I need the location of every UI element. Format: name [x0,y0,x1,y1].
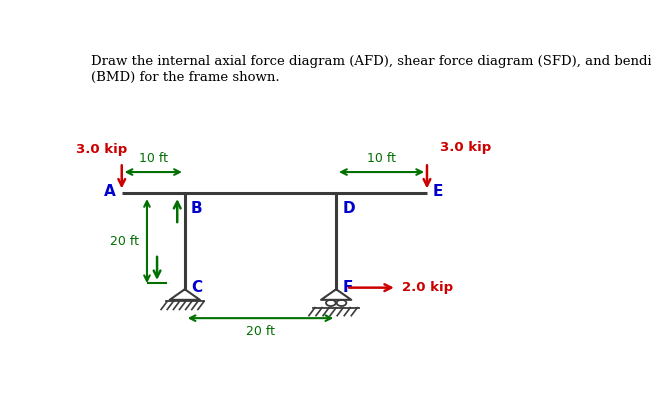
Text: 20 ft: 20 ft [111,235,139,248]
Text: Draw the internal axial force diagram (AFD), shear force diagram (SFD), and bend: Draw the internal axial force diagram (A… [91,55,651,68]
Text: 10 ft: 10 ft [139,152,168,165]
Text: 3.0 kip: 3.0 kip [439,141,491,154]
Text: 3.0 kip: 3.0 kip [76,143,127,156]
Text: 20 ft: 20 ft [246,324,275,338]
Text: A: A [104,184,116,199]
Text: 10 ft: 10 ft [367,152,396,165]
Text: 2.0 kip: 2.0 kip [402,281,453,294]
Text: F: F [342,280,353,295]
Text: D: D [342,201,355,216]
Text: B: B [191,201,202,216]
Text: C: C [191,280,202,295]
Text: E: E [433,184,443,199]
Text: (BMD) for the frame shown.: (BMD) for the frame shown. [91,71,280,84]
